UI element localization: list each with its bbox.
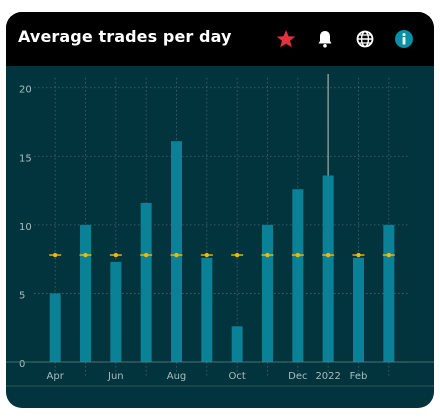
bar bbox=[292, 189, 304, 362]
x-tick-label: Jun bbox=[107, 371, 124, 382]
average-marker-dot bbox=[265, 252, 270, 258]
y-tick-label: 20 bbox=[19, 85, 32, 96]
bar bbox=[201, 257, 213, 362]
x-tick-label: Feb bbox=[350, 371, 368, 382]
x-tick-label: 2022 bbox=[315, 371, 340, 382]
average-marker-dot bbox=[174, 252, 179, 258]
star-icon[interactable] bbox=[275, 28, 297, 50]
average-marker-dot bbox=[143, 252, 149, 258]
info-icon[interactable] bbox=[393, 28, 415, 50]
y-tick-label: 0 bbox=[19, 359, 25, 370]
bar bbox=[110, 261, 122, 362]
x-tick-label: Aug bbox=[167, 371, 187, 382]
average-marker-dot bbox=[52, 252, 58, 258]
bar bbox=[80, 224, 91, 362]
bar bbox=[383, 224, 395, 362]
bar bbox=[262, 224, 273, 362]
bar bbox=[322, 175, 334, 362]
card-header: Average trades per day bbox=[6, 12, 434, 66]
y-tick-label: 5 bbox=[19, 290, 25, 301]
bar-chart: 0 5 10 15 20 Apr Jun Aug Oct Dec 2022 Feb bbox=[6, 74, 434, 387]
bar bbox=[231, 326, 243, 362]
average-marker-dot bbox=[325, 252, 331, 258]
bell-icon[interactable] bbox=[314, 28, 336, 50]
bar bbox=[140, 202, 152, 362]
average-marker-dot bbox=[83, 252, 88, 258]
average-marker-dot bbox=[356, 252, 361, 258]
x-tick-label: Dec bbox=[288, 371, 307, 382]
page-title: Average trades per day bbox=[18, 27, 232, 46]
average-marker-dot bbox=[113, 252, 119, 258]
average-marker-dot bbox=[295, 252, 301, 258]
average-marker-dot bbox=[204, 252, 210, 258]
chart-area: 0 5 10 15 20 Apr Jun Aug Oct Dec 2022 Feb bbox=[6, 66, 434, 408]
x-tick-label: Oct bbox=[229, 371, 246, 382]
y-tick-label: 15 bbox=[19, 153, 32, 164]
average-marker-dot bbox=[386, 252, 392, 258]
bar bbox=[353, 257, 364, 362]
bar bbox=[49, 293, 61, 362]
average-marker-dot bbox=[234, 252, 240, 258]
x-tick-label: Apr bbox=[47, 371, 65, 382]
bar bbox=[171, 141, 182, 362]
y-tick-label: 10 bbox=[19, 222, 32, 233]
chart-card: Average trades per day 0 5 10 15 20 Apr Jun Aug… bbox=[6, 12, 434, 408]
globe-icon[interactable] bbox=[354, 28, 376, 50]
